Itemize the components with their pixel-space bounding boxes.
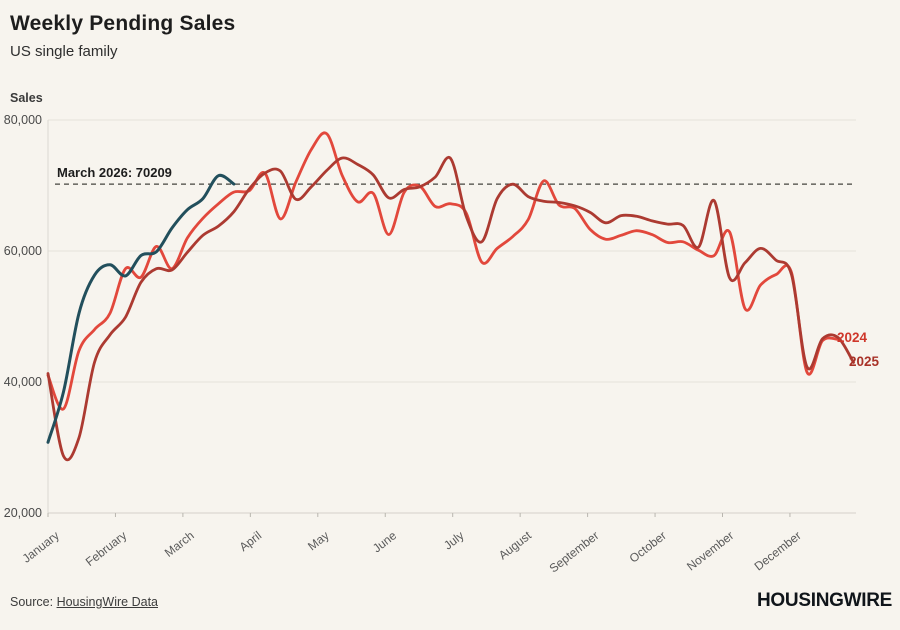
legend-label-2024: 2024 bbox=[837, 330, 868, 345]
x-tick-label: January bbox=[20, 528, 62, 565]
x-tick-label: August bbox=[496, 528, 535, 562]
x-tick-label: May bbox=[305, 528, 331, 553]
x-tick-label: November bbox=[684, 528, 736, 573]
line-2025 bbox=[46, 155, 855, 462]
source-attribution: Source: HousingWire Data bbox=[10, 595, 158, 609]
y-tick-label: 20,000 bbox=[4, 506, 42, 520]
x-tick-label: July bbox=[441, 528, 466, 552]
x-tick-label: April bbox=[237, 528, 265, 554]
x-tick-label: October bbox=[627, 528, 669, 565]
page-subtitle: US single family bbox=[10, 43, 118, 60]
y-tick-label: 60,000 bbox=[4, 244, 42, 258]
x-tick-label: March bbox=[162, 528, 197, 560]
source-prefix: Source: bbox=[10, 595, 57, 609]
y-axis-title: Sales bbox=[10, 91, 43, 105]
housingwire-logo: HOUSINGWIRE bbox=[757, 590, 892, 611]
y-tick-label: 40,000 bbox=[4, 375, 42, 389]
x-tick-label: June bbox=[370, 528, 399, 555]
legend-label-2025: 2025 bbox=[849, 354, 880, 369]
line-2026 bbox=[46, 173, 236, 444]
page-title: Weekly Pending Sales bbox=[10, 12, 236, 35]
annotation-label: March 2026: 70209 bbox=[57, 165, 172, 180]
line-2024 bbox=[46, 131, 840, 411]
x-tick-label: December bbox=[752, 528, 804, 573]
x-tick-label: September bbox=[547, 528, 602, 575]
x-tick-label: February bbox=[83, 528, 129, 569]
y-tick-label: 80,000 bbox=[4, 113, 42, 127]
source-link[interactable]: HousingWire Data bbox=[56, 595, 158, 609]
